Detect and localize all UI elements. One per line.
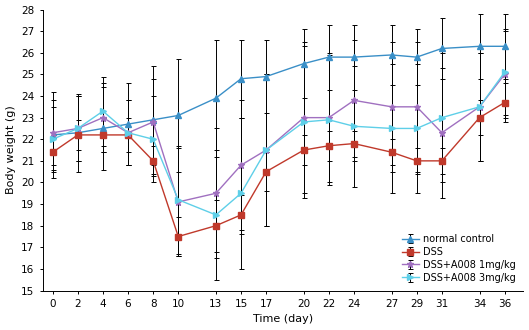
X-axis label: Time (day): Time (day) [253, 314, 313, 324]
Y-axis label: Body weight (g): Body weight (g) [6, 106, 15, 194]
Legend: normal control, DSS, DSS+A008 1mg/kg, DSS+A008 3mg/kg: normal control, DSS, DSS+A008 1mg/kg, DS… [399, 231, 518, 286]
